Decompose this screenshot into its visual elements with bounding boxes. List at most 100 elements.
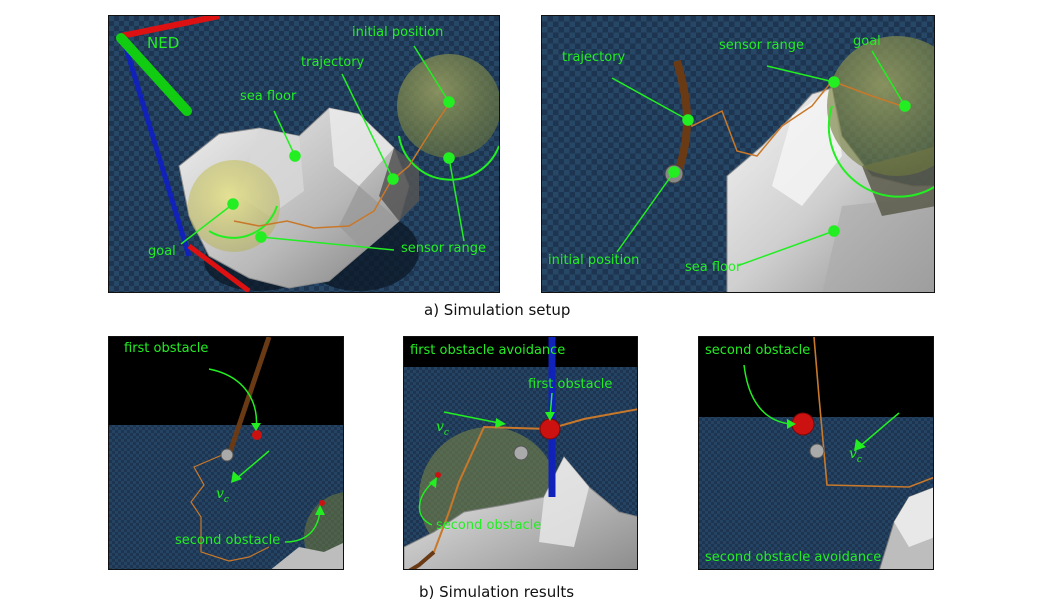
terrain-facet — [539, 457, 589, 547]
arrow-velocity — [858, 412, 900, 448]
trajectory-path — [233, 103, 450, 229]
axis-red-lower — [187, 244, 251, 292]
marker-sensor-range-2 — [255, 231, 267, 243]
background-sky — [109, 337, 343, 427]
panel-simulation-setup-overview: NED initial position trajectory sea floo… — [108, 15, 500, 293]
label-sea-floor: sea floor — [240, 89, 297, 104]
label-velocity-vc: vc — [436, 419, 449, 438]
axis-red — [120, 16, 220, 39]
panel-result-first-obstacle-avoidance: first obstacle avoidance first obstacle … — [403, 336, 638, 570]
label-initial-position: initial position — [352, 25, 444, 40]
vehicle-body — [809, 443, 825, 459]
label-second-obstacle: second obstacle — [705, 343, 811, 358]
scene-a2-graphics — [542, 16, 934, 292]
marker-sensor-range — [443, 152, 455, 164]
label-first-obstacle-avoidance: first obstacle avoidance — [410, 343, 566, 358]
arrowhead — [251, 423, 261, 431]
caption-simulation-results: b) Simulation results — [419, 583, 575, 601]
arrowhead — [429, 477, 437, 488]
marker-trajectory — [682, 114, 694, 126]
label-sea-floor: sea floor — [685, 260, 742, 275]
first-obstacle — [539, 418, 561, 440]
scene-a1-graphics — [109, 16, 499, 292]
second-obstacle — [435, 472, 441, 478]
sensor-range-arc — [398, 135, 499, 181]
vehicle-body — [220, 448, 234, 462]
terrain-facet — [329, 108, 394, 186]
goal-sphere — [827, 36, 934, 176]
panel-result-first-obstacle: first obstacle vc second obstacle — [108, 336, 344, 570]
arrowhead — [545, 412, 555, 421]
panel-result-second-obstacle-avoidance: second obstacle vc second obstacle avoid… — [698, 336, 934, 570]
vehicle-trail — [226, 337, 272, 456]
sensor-range-arc — [827, 105, 934, 198]
axis-blue — [120, 37, 192, 257]
label-goal: goal — [148, 244, 176, 259]
arrow-velocity — [443, 411, 500, 424]
callout-goal — [180, 203, 234, 245]
label-second-obstacle-avoidance: second obstacle avoidance — [705, 550, 882, 565]
scene-b2-graphics — [404, 337, 637, 569]
label-sensor-range: sensor range — [401, 241, 487, 256]
label-goal: goal — [853, 34, 881, 49]
background-sky — [404, 337, 637, 369]
callout-initial-position — [616, 171, 675, 253]
marker-initial-position — [668, 166, 680, 178]
panel-simulation-setup-closeup: trajectory sensor range goal initial pos… — [541, 15, 935, 293]
label-trajectory: trajectory — [301, 55, 365, 70]
marker-initial-position — [443, 96, 455, 108]
label-velocity-vc: vc — [216, 486, 229, 505]
label-velocity-vc: vc — [849, 446, 862, 465]
label-first-obstacle: first obstacle — [124, 341, 209, 356]
label-second-obstacle: second obstacle — [175, 533, 281, 548]
arrowhead — [495, 418, 506, 428]
arrow-second-obstacle — [743, 364, 792, 425]
trajectory-path — [190, 454, 270, 562]
arrow-first-obstacle — [208, 368, 258, 430]
marker-sea-floor — [289, 150, 301, 162]
label-trajectory: trajectory — [562, 50, 626, 65]
callout-sensor-range — [448, 157, 465, 242]
callout-sea-floor — [273, 110, 296, 157]
callout-sea-floor — [736, 230, 835, 267]
sea-floor-terrain — [271, 542, 343, 569]
trajectory-path — [676, 60, 903, 157]
callout-goal — [871, 50, 906, 107]
label-second-obstacle: second obstacle — [436, 518, 542, 533]
background-sky — [699, 337, 933, 419]
marker-goal — [227, 198, 239, 210]
arrowhead — [231, 471, 242, 483]
arrow-second-obstacle — [418, 480, 435, 526]
axis-green — [116, 33, 192, 116]
vehicle-trail — [408, 550, 436, 569]
terrain-facet — [339, 186, 399, 251]
second-obstacle — [319, 500, 325, 506]
callout-sensor-range-2 — [260, 236, 395, 251]
terrain-facet — [822, 196, 934, 292]
marker-sensor-range — [828, 76, 840, 88]
label-ned: NED — [147, 34, 180, 52]
scene-b3-graphics — [699, 337, 933, 569]
goal-range-arc — [208, 205, 278, 239]
terrain-facet — [894, 487, 933, 547]
callout-trajectory — [341, 73, 394, 180]
callout-sensor-range — [766, 65, 835, 83]
callout-trajectory — [611, 77, 689, 121]
arrowhead — [315, 505, 325, 515]
marker-goal — [899, 100, 911, 112]
scene-b1-graphics — [109, 337, 343, 569]
marker-sea-floor — [828, 225, 840, 237]
arrowhead — [854, 439, 866, 451]
label-sensor-range: sensor range — [719, 38, 805, 53]
callout-initial-position — [413, 45, 450, 103]
trajectory-path — [433, 408, 637, 553]
label-first-obstacle: first obstacle — [528, 377, 613, 392]
label-initial-position: initial position — [548, 253, 640, 268]
caption-simulation-setup: a) Simulation setup — [424, 301, 571, 319]
arrow-velocity — [235, 450, 270, 480]
first-obstacle — [252, 430, 262, 440]
trajectory-path — [813, 337, 933, 488]
arrowhead — [787, 419, 796, 429]
marker-trajectory — [387, 173, 399, 185]
vehicle-body — [513, 445, 529, 461]
